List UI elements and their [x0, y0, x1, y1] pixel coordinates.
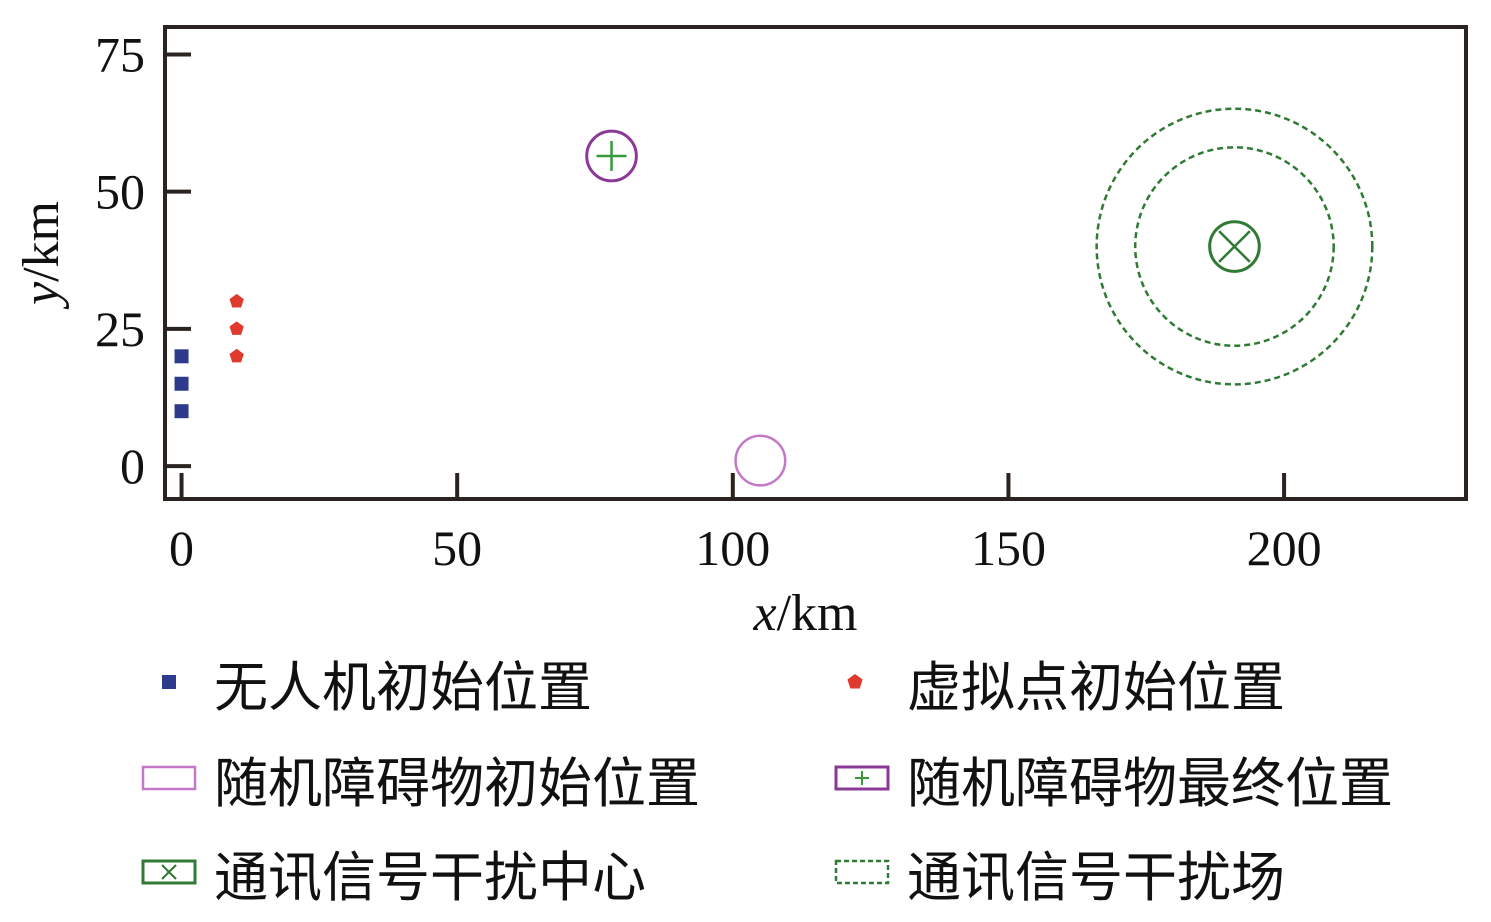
uav-initial-point: [174, 349, 189, 364]
plot-frame: [163, 25, 1468, 501]
x-tick-label: 50: [432, 520, 482, 576]
legend-marker-icon: [140, 758, 200, 798]
y-tick-label: 0: [120, 438, 145, 494]
x-axis-label: x/km: [753, 585, 858, 640]
legend: 无人机初始位置 虚拟点初始位置随机障碍物初始位置 随机障碍物最终位置通讯信号干扰中心…: [0, 640, 1491, 922]
legend-marker-icon: [140, 852, 200, 892]
legend-marker-icon: [140, 662, 200, 702]
legend-label: 通讯信号干扰中心: [214, 845, 646, 909]
interference-field-ring: [1133, 146, 1335, 348]
y-tick-label: 75: [95, 26, 145, 82]
y-axis-label: y/km: [13, 201, 70, 310]
legend-marker-icon: [833, 852, 893, 892]
legend-label: 无人机初始位置: [214, 655, 592, 719]
x-tick-label: 100: [695, 520, 770, 576]
virtual-point-initial: [229, 293, 244, 308]
virtual-point-initial: [229, 321, 244, 335]
legend-uav-initial: 无人机初始位置: [140, 642, 592, 722]
legend-marker-icon: [833, 662, 893, 702]
legend-obstacle-initial: 随机障碍物初始位置: [140, 738, 700, 818]
legend-obstacle-final: 随机障碍物最终位置: [833, 738, 1393, 818]
obstacle-final-position: [585, 129, 638, 183]
y-tick-label: 50: [95, 164, 145, 220]
legend-label: 通讯信号干扰场: [907, 845, 1285, 909]
virtual-point-initial: [229, 348, 244, 363]
uav-initial-point: [174, 376, 189, 391]
legend-interference-center: 通讯信号干扰中心: [140, 832, 646, 912]
legend-label: 随机障碍物初始位置: [214, 751, 700, 815]
obstacle-initial-position: [734, 434, 787, 487]
legend-marker-icon: [833, 758, 893, 798]
chart: 0 50 100 150 200 0 25 50 75 x/km y/km: [13, 25, 1468, 640]
legend-label: 随机障碍物最终位置: [907, 751, 1393, 815]
y-tick-label: 25: [95, 301, 145, 357]
x-tick-label: 200: [1247, 520, 1322, 576]
legend-virtual-point: 虚拟点初始位置: [833, 642, 1285, 722]
interference-field-ring: [1095, 107, 1374, 386]
legend-label: 虚拟点初始位置: [907, 655, 1285, 719]
x-tick-label: 150: [971, 520, 1046, 576]
interference-center: [1208, 220, 1261, 273]
interference-center-x2: [1218, 230, 1251, 263]
legend-interference-field: 通讯信号干扰场: [833, 832, 1285, 912]
uav-initial-point: [174, 404, 189, 419]
x-tick-label: 0: [169, 520, 194, 576]
